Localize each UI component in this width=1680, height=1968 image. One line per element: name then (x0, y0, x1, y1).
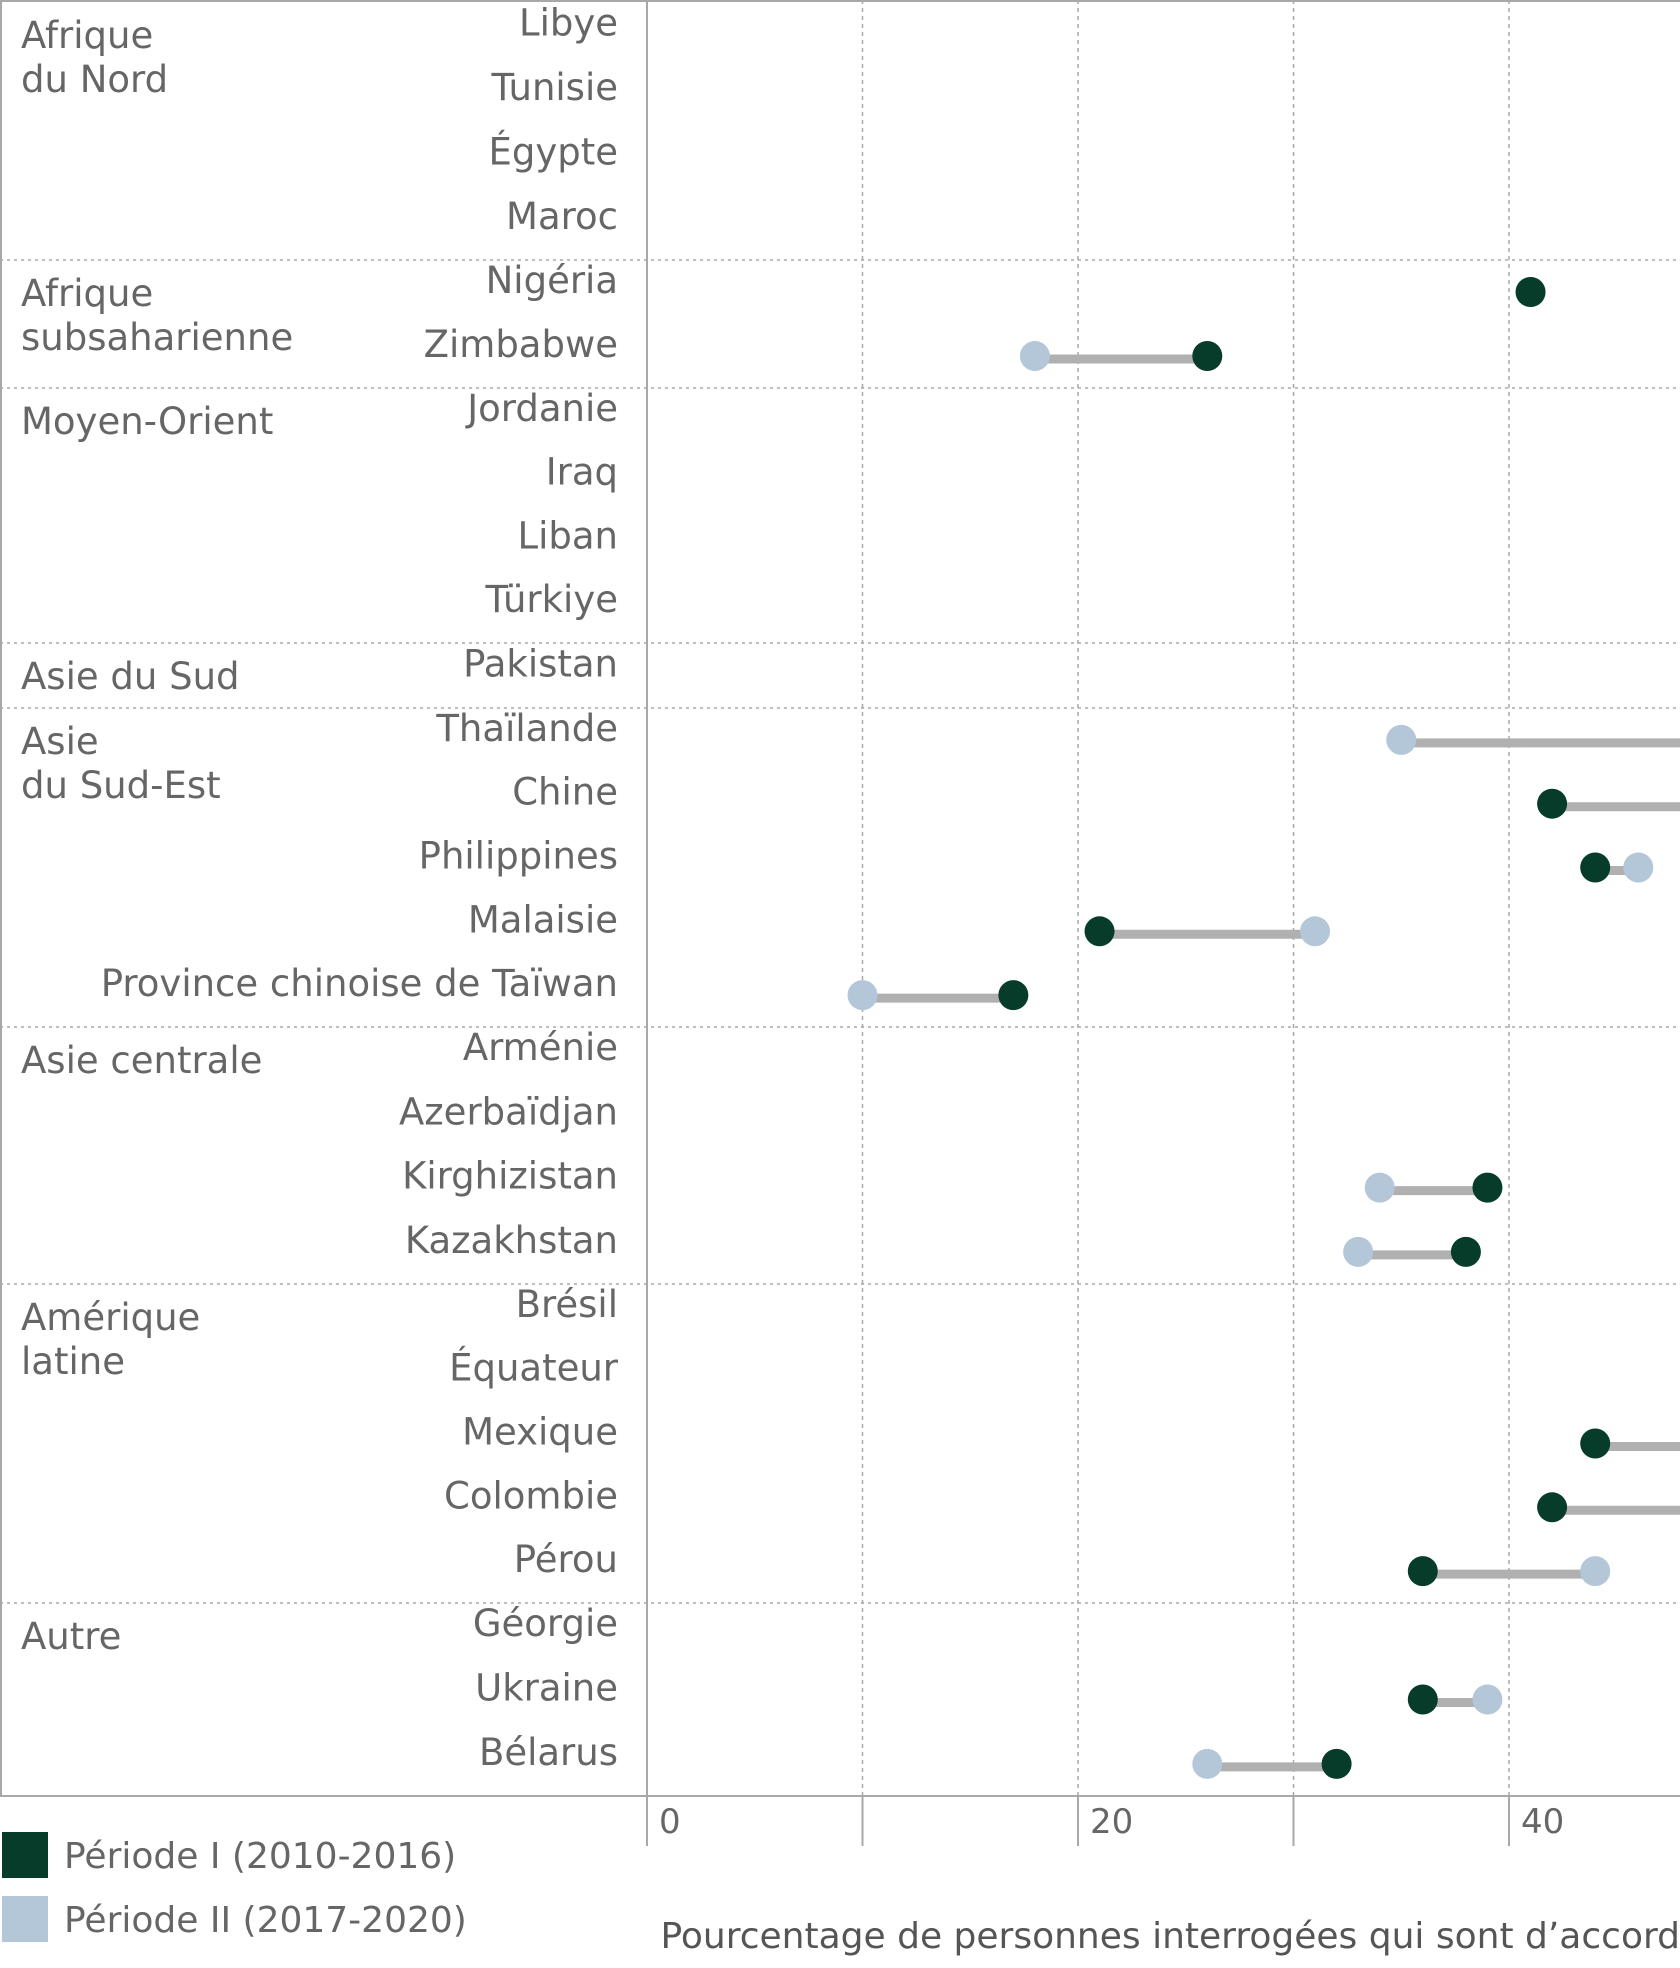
dot-period-1-7-1 (1407, 1684, 1438, 1715)
region-label-1-line-1: subsaharienne (21, 316, 293, 359)
country-label-4-1: Chine (512, 771, 618, 814)
country-label-2-1: Iraq (546, 451, 618, 494)
dot-period-2-7-1 (1472, 1684, 1503, 1715)
x-axis-title: Pourcentage de personnes interrogées qui… (660, 1916, 1680, 1957)
country-label-6-1: Équateur (449, 1346, 619, 1390)
x-tick-label-20: 20 (1090, 1802, 1133, 1842)
country-label-7-2: Bélarus (479, 1731, 618, 1774)
dot-period-1-6-3 (1537, 1492, 1568, 1523)
dot-period-2-4-3 (1300, 916, 1331, 947)
country-label-5-3: Kazakhstan (405, 1219, 618, 1262)
dot-period-2-5-2 (1364, 1172, 1395, 1203)
country-label-0-0: Libye (519, 1, 618, 44)
country-label-0-3: Maroc (506, 195, 618, 238)
country-label-7-1: Ukraine (475, 1667, 618, 1710)
country-label-7-0: Géorgie (473, 1602, 618, 1645)
dot-period-1-5-3 (1450, 1236, 1481, 1267)
region-label-2: Moyen-Orient (21, 400, 273, 443)
country-label-2-3: Türkiye (484, 578, 618, 621)
legend-swatch-period_1 (2, 1832, 48, 1878)
country-label-3-0: Pakistan (463, 643, 618, 686)
region-label-4-line-0: Asie (21, 720, 99, 763)
country-label-4-0: Thaïlande (435, 707, 618, 750)
dot-period-2-1-1 (1019, 341, 1050, 371)
region-label-7: Autre (21, 1615, 121, 1658)
dot-period-2-4-0 (1386, 724, 1417, 755)
region-label-0-line-0: Afrique (21, 14, 153, 57)
dot-period-1-4-1 (1537, 788, 1568, 819)
dot-period-2-7-2 (1192, 1748, 1223, 1779)
dot-period-1-4-2 (1580, 852, 1611, 883)
region-label-4-line-1: du Sud-Est (21, 764, 221, 807)
country-label-4-3: Malaisie (468, 898, 618, 941)
country-label-0-2: Égypte (488, 129, 618, 173)
country-label-2-0: Jordanie (465, 387, 618, 430)
legend-swatch-period_2 (2, 1896, 48, 1942)
country-label-6-3: Colombie (444, 1474, 618, 1517)
dot-period-1-1-1 (1192, 341, 1223, 371)
dot-period-1-5-2 (1472, 1172, 1503, 1203)
country-label-2-2: Liban (517, 514, 618, 557)
region-label-1-line-0: Afrique (21, 272, 153, 315)
dot-period-2-4-4 (847, 980, 878, 1011)
region-label-6-line-1: latine (21, 1340, 125, 1383)
country-label-5-2: Kirghizistan (402, 1155, 618, 1198)
dot-period-2-5-3 (1343, 1236, 1374, 1267)
x-tick-label-0: 0 (659, 1802, 681, 1842)
dot-period-1-6-2 (1580, 1428, 1611, 1459)
legend-label-period_2: Période II (2017-2020) (64, 1900, 467, 1941)
country-label-0-1: Tunisie (491, 66, 618, 109)
x-tick-label-40: 40 (1521, 1802, 1564, 1842)
legend-label-period_1: Période I (2010-2016) (64, 1836, 456, 1877)
dot-period-1-4-3 (1084, 916, 1115, 947)
country-label-1-1: Zimbabwe (424, 323, 618, 366)
region-label-5: Asie centrale (21, 1039, 262, 1082)
region-label-0-line-1: du Nord (21, 58, 168, 101)
country-label-4-4: Province chinoise de Taïwan (101, 962, 618, 1005)
dot-period-1-1-0 (1515, 277, 1546, 307)
region-label-3: Asie du Sud (21, 655, 240, 698)
country-label-6-4: Pérou (514, 1538, 618, 1581)
dot-period-1-7-2 (1321, 1748, 1352, 1779)
country-label-4-2: Philippines (419, 835, 618, 878)
region-label-6-line-0: Amérique (21, 1296, 200, 1339)
country-label-6-0: Brésil (516, 1283, 618, 1326)
dot-period-2-6-4 (1580, 1556, 1611, 1587)
dot-period-1-6-4 (1407, 1556, 1438, 1587)
country-label-5-0: Arménie (463, 1026, 618, 1069)
dot-period-1-4-4 (998, 980, 1029, 1011)
country-label-6-2: Mexique (462, 1411, 618, 1454)
country-label-5-1: Azerbaïdjan (399, 1090, 618, 1133)
country-label-1-0: Nigéria (486, 259, 618, 302)
dot-period-2-4-2 (1623, 852, 1654, 883)
